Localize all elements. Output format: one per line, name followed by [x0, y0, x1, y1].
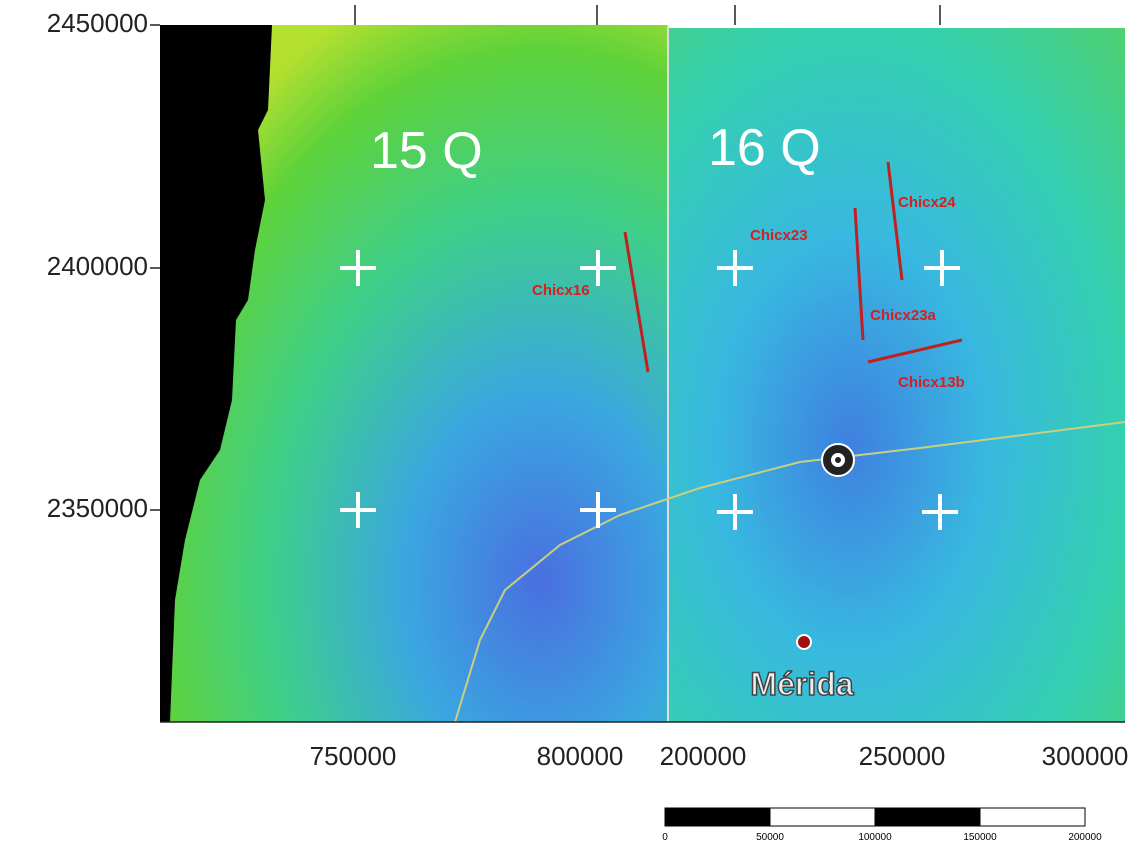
x-axis-label: 300000: [1042, 741, 1129, 771]
road: [454, 421, 1126, 723]
city-label: Mérida: [750, 666, 853, 702]
scale-bar: [664, 807, 1086, 827]
scale-segment: [874, 807, 981, 827]
y-axis-label: 2350000: [47, 493, 148, 523]
cross: [340, 250, 960, 530]
grid-crosses: [340, 250, 960, 530]
scale-segment: [664, 807, 771, 827]
scale-label: 100000: [858, 832, 892, 843]
zone-label: 15 Q: [370, 122, 483, 180]
scale-label: 50000: [756, 832, 784, 843]
profile-label: Chicx24: [898, 194, 956, 211]
zone-label: 16 Q: [708, 119, 821, 177]
profile-line: [853, 207, 865, 341]
no-data-area: [160, 25, 272, 722]
x-axis-label: 750000: [310, 741, 397, 771]
scale-label: 200000: [1068, 832, 1102, 843]
profile-lines: [623, 161, 963, 373]
profile-line: [867, 338, 963, 364]
scale-segment: [979, 807, 1086, 827]
profile-label: Chicx23a: [870, 307, 937, 324]
terrain-16q: [668, 28, 1125, 722]
x-axis-label: 800000: [537, 741, 624, 771]
marker-center: [835, 457, 841, 463]
y-axis-label: 2400000: [47, 251, 148, 281]
profile-line: [886, 161, 904, 281]
city-dot: [796, 634, 812, 650]
profile-line: [623, 231, 650, 373]
y-axis-label: 2450000: [47, 8, 148, 38]
x-axis-label: 250000: [859, 741, 946, 771]
scale-label: 0: [662, 832, 668, 843]
x-axis-label: 200000: [660, 741, 747, 771]
profile-label: Chicx16: [532, 282, 590, 299]
crater-marker: [821, 443, 855, 477]
profile-label: Chicx23: [750, 227, 808, 244]
scale-label: 150000: [963, 832, 997, 843]
scale-segment: [769, 807, 876, 827]
profile-label: Chicx13b: [898, 374, 965, 391]
map-area: [160, 25, 1126, 723]
tick-marks: [150, 5, 1125, 723]
axis-ticks: [150, 5, 1125, 723]
